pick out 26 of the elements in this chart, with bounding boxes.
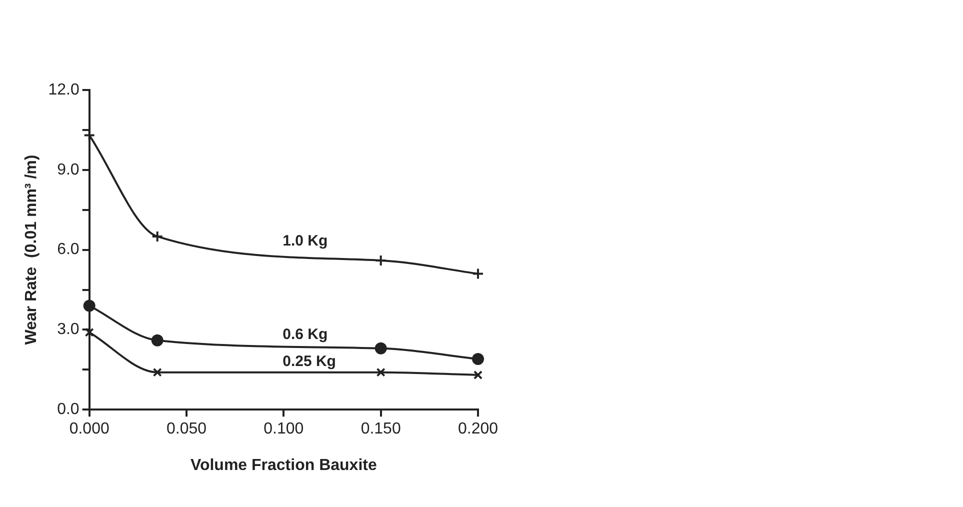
point	[472, 268, 484, 280]
series-label: 0.6 Kg	[282, 326, 328, 344]
point	[83, 300, 96, 312]
y-tick-label: 6.0	[57, 241, 80, 258]
point	[473, 370, 483, 380]
y-tick-label: 9.0	[57, 161, 80, 178]
series-label: 1.0 Kg	[282, 232, 328, 250]
y-tick-label: 3.0	[57, 321, 80, 338]
point	[152, 368, 162, 377]
x-tick-label: 0.050	[166, 420, 207, 438]
x-tick-label: 0.000	[69, 420, 110, 438]
point	[472, 352, 484, 365]
point	[374, 254, 387, 266]
point	[84, 328, 94, 337]
series-label: 0.25 Kg	[282, 352, 336, 370]
y-axis-title: Wear Rate (0.01 mm³ /m)	[23, 154, 40, 345]
y-tick-label: 12.0	[48, 81, 80, 98]
point	[151, 230, 164, 242]
x-tick-label: 0.100	[264, 420, 304, 438]
y-tick-label: 0.0	[57, 401, 80, 418]
x-tick-label: 0.150	[360, 420, 401, 438]
x-tick-label: 0.200	[458, 420, 498, 438]
point	[376, 368, 386, 377]
point	[374, 342, 387, 354]
point	[151, 334, 164, 346]
x-axis-title: Volume Fraction Bauxite	[190, 456, 377, 474]
